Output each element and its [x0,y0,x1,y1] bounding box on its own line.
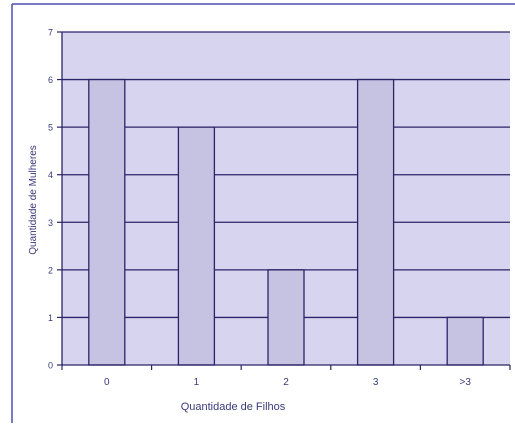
bar-1 [177,126,216,366]
x-tick-label-0: 0 [104,377,110,388]
axes [57,31,511,370]
y-tick-label-4: 4 [48,170,53,180]
y-tick-label-3: 3 [48,218,53,228]
bar-3 [356,78,395,366]
x-tick-label-2: 2 [283,377,289,388]
bar-4 [446,316,484,366]
x-tick-label-4: >3 [459,377,471,388]
y-tick-label-1: 1 [48,313,53,323]
x-tick-label-1: 1 [194,377,200,388]
y-tick-label-6: 6 [48,75,53,85]
bar-0 [88,78,126,366]
y-axis-label: Quantidade de Mulheres [28,145,39,255]
y-tick-labels: 0 1 2 3 4 5 6 7 [48,28,53,371]
y-tick-label-7: 7 [48,28,53,38]
y-tick-label-0: 0 [48,361,53,371]
bars [88,78,484,366]
x-axis-label: Quantidade de Filhos [181,401,286,413]
bar-2 [267,269,305,366]
y-tick-label-5: 5 [48,123,53,133]
x-tick-label-3: 3 [373,377,379,388]
x-tick-labels: 0 1 2 3 >3 [104,377,471,388]
y-tick-label-2: 2 [48,265,53,275]
